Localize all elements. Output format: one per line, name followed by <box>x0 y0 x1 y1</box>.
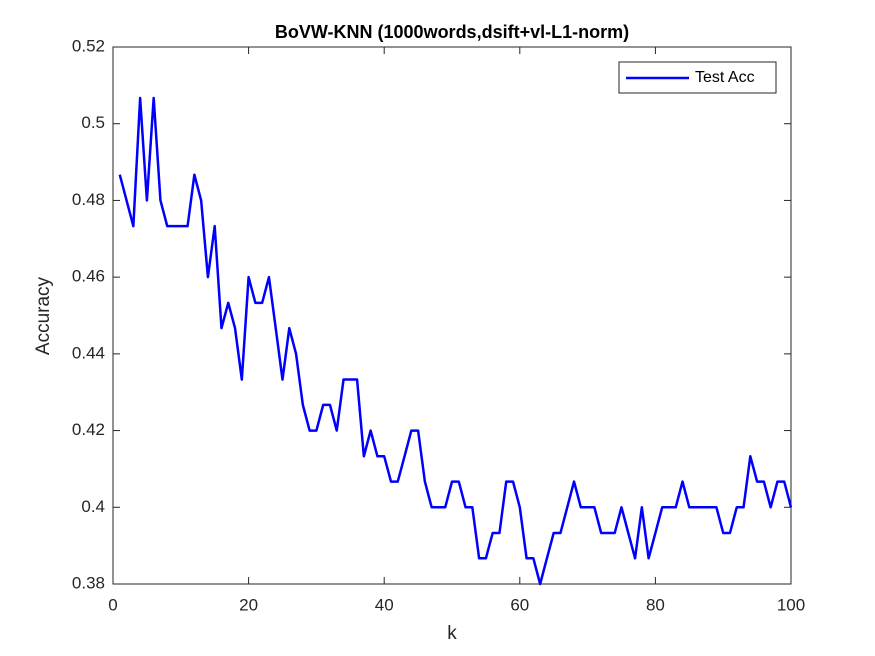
legend-label: Test Acc <box>695 69 755 86</box>
x-axis-label: k <box>447 623 457 644</box>
x-tick-label: 100 <box>777 595 805 614</box>
x-tick-label: 0 <box>108 595 117 614</box>
y-tick-label: 0.46 <box>72 267 105 286</box>
y-axis-label: Accuracy <box>33 276 54 355</box>
y-tick-label: 0.42 <box>72 420 105 439</box>
chart-title: BoVW-KNN (1000words,dsift+vl-L1-norm) <box>275 22 629 42</box>
axes-box <box>112 46 792 585</box>
y-tick-label: 0.4 <box>81 497 105 516</box>
y-tick-label: 0.48 <box>72 190 105 209</box>
y-tick-label: 0.44 <box>72 343 105 362</box>
y-tick-label: 0.52 <box>72 36 105 55</box>
y-tick-label: 0.38 <box>72 573 105 592</box>
data-line <box>118 96 793 586</box>
x-tick-label: 60 <box>510 595 529 614</box>
x-tick-label: 20 <box>239 595 258 614</box>
x-tick-label: 80 <box>646 595 665 614</box>
x-tick-label: 40 <box>375 595 394 614</box>
y-tick-label: 0.5 <box>81 113 105 132</box>
